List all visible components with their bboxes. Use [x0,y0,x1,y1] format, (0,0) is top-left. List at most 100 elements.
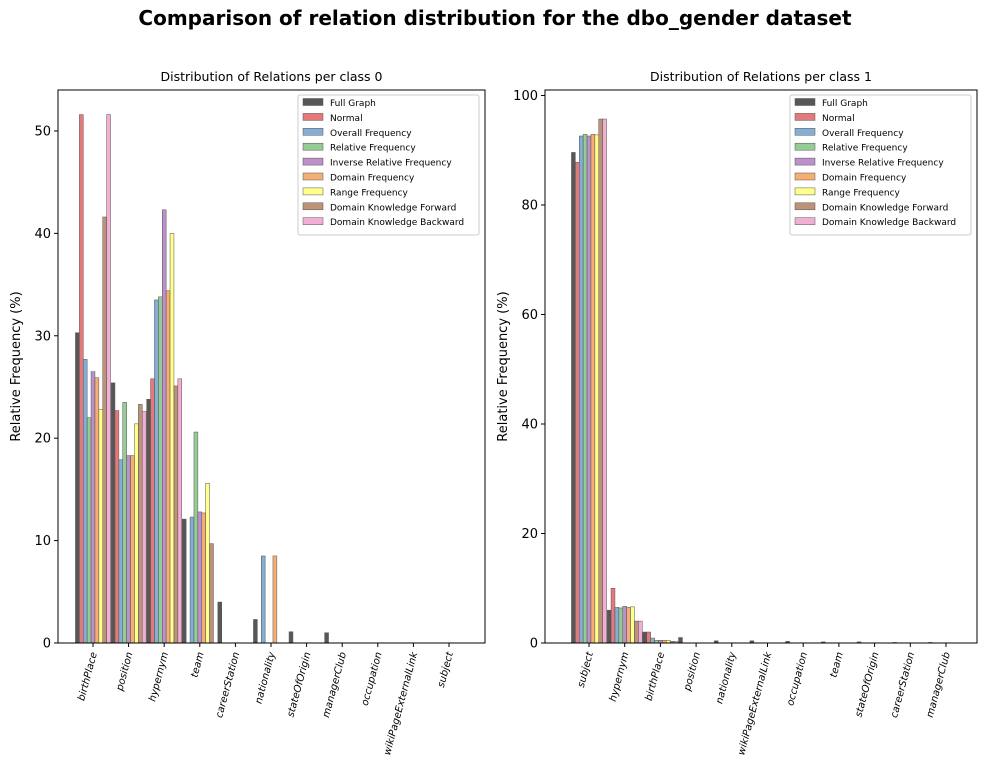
bar-full-graph-careerstation [217,601,223,644]
legend-swatch-relative-frequency [302,142,324,151]
bar-domain-knowledge-forward-position [138,404,143,644]
bar-relative-frequency-hypernym [618,607,623,644]
x-tick-label: birthPlace [644,651,668,702]
bar-domain-frequency-nationality [272,555,278,644]
subplot-class-0: Distribution of Relations per class 0 Rel… [9,69,486,757]
bar-full-graph-position [678,637,683,644]
legend: Full Graph Normal Overall Frequency Relativ… [789,94,972,236]
y-tick-label: 50 [34,124,51,139]
bar-relative-frequency-position [122,402,127,644]
legend-swatch-relative-frequency [794,142,816,151]
y-tick-label: 20 [521,527,538,542]
legend-label-range-frequency: Range Frequency [330,188,409,198]
x-tick-label: hypernym [608,651,632,703]
legend-label-full-graph: Full Graph [330,99,376,109]
bar-overall-frequency-team [189,516,195,644]
x-tick-label: hypernym [147,651,171,703]
bar-full-graph-team [182,518,187,644]
bar-range-frequency-position [134,423,139,644]
y-axis-label: Relative Frequency (%) [496,291,511,441]
legend-label-normal: Normal [822,114,855,124]
y-tick-label: 40 [34,227,51,242]
x-tick-label: team [828,651,845,679]
bar-normal-birthplace [79,114,84,644]
bar-overall-frequency-birthplace [650,637,655,644]
legend-label-inverse-relative-frequency: Inverse Relative Frequency [822,159,944,169]
series-domain-knowledge-backward [602,118,679,644]
bar-normal-birthplace [646,631,651,644]
legend-swatch-overall-frequency [302,128,324,136]
plot-frame [544,89,978,644]
bar-full-graph-position [110,382,116,644]
legend-swatch-normal [794,113,816,121]
bar-range-frequency-team [205,482,210,644]
x-tick-label: occupation [785,651,810,707]
x-tick-label: birthPlace [76,651,100,702]
bar-domain-knowledge-backward-subject [602,118,607,644]
y-tick-label: 60 [521,308,538,323]
y-tick-label: 30 [34,329,51,344]
legend-label-domain-knowledge-backward: Domain Knowledge Backward [822,218,956,228]
y-tick-label: 40 [521,417,538,432]
bar-domain-frequency-birthplace [94,377,100,644]
legend-label-range-frequency: Range Frequency [822,188,901,198]
series-domain-frequency [94,290,278,644]
x-tick-label: careerStation [214,651,242,719]
legend-swatch-domain-frequency [794,172,816,181]
figure-title: Comparison of relation distribution for … [138,6,852,30]
x-tick-label: wikiPageExternalLink [382,650,420,757]
bar-normal-hypernym [150,378,155,644]
x-tick-label: nationality [254,650,279,705]
legend-label-overall-frequency: Overall Frequency [330,129,412,139]
legend-label-domain-knowledge-backward: Domain Knowledge Backward [330,218,464,228]
bar-range-frequency-hypernym [630,606,635,644]
legend-swatch-range-frequency [794,187,816,196]
x-tick-label: subject [576,650,596,689]
bar-inverse-relative-frequency-subject [586,135,592,644]
x-tick-label: wikiPageExternalLink [736,650,774,757]
x-tick-label: position [114,651,135,693]
subplot-title: Distribution of Relations per class 1 [650,69,872,84]
legend-swatch-overall-frequency [794,128,816,136]
bar-domain-knowledge-backward-hypernym [177,378,183,644]
legend-swatch-normal [302,113,324,121]
x-tick-label: occupation [360,651,385,707]
bar-domain-knowledge-backward-position [142,411,147,644]
bar-range-frequency-subject [594,134,599,644]
subplot-class-1: Distribution of Relations per class 1 Rel… [496,69,978,757]
bar-domain-knowledge-forward-birthplace [102,216,107,644]
legend-swatch-inverse-relative-frequency [302,157,324,166]
bar-full-graph-stateoforigin [288,631,294,644]
legend: Full Graph Normal Overall Frequency Relativ… [297,94,480,236]
y-tick-label: 10 [34,534,51,549]
legend-swatch-domain-knowledge-forward [794,202,816,211]
x-tick-label: managerClub [321,651,349,719]
bar-domain-frequency-hypernym [626,607,631,644]
bar-range-frequency-birthplace [98,409,103,644]
x-tick-label: stateOfOrigin [286,651,314,719]
y-tick-label: 20 [34,432,51,447]
bar-normal-subject [575,162,580,644]
bar-overall-frequency-hypernym [154,299,159,644]
bar-full-graph-hypernym [146,399,151,644]
x-tick-label: stateOfOrigin [854,651,882,719]
legend-swatch-full-graph [794,98,816,106]
legend-label-domain-frequency: Domain Frequency [822,174,907,184]
bar-normal-position [114,410,120,644]
bar-inverse-relative-frequency-birthplace [90,371,96,644]
bar-full-graph-hypernym [606,609,612,644]
legend-label-domain-knowledge-forward: Domain Knowledge Forward [822,203,948,213]
bar-inverse-relative-frequency-position [126,455,131,644]
bar-inverse-relative-frequency-team [197,511,203,644]
bar-domain-knowledge-forward-team [209,543,214,644]
x-tick-label: team [189,651,206,679]
legend-label-inverse-relative-frequency: Inverse Relative Frequency [330,159,452,169]
legend-label-full-graph: Full Graph [822,99,868,109]
legend-label-relative-frequency: Relative Frequency [822,144,908,154]
x-tick-label: nationality [714,650,739,705]
bar-domain-knowledge-backward-hypernym [638,620,643,644]
bar-overall-frequency-birthplace [83,359,88,644]
legend-label-domain-frequency: Domain Frequency [330,174,415,184]
legend-label-overall-frequency: Overall Frequency [822,129,904,139]
